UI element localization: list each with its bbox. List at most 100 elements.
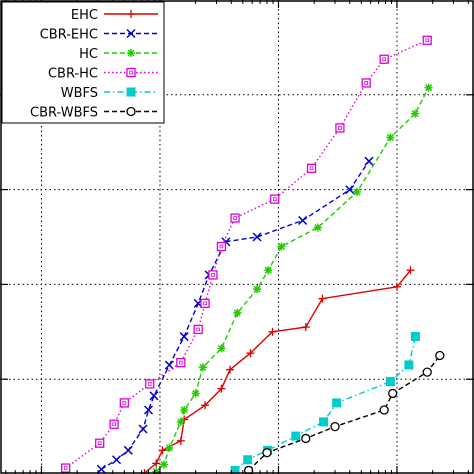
data-point — [198, 363, 207, 372]
data-point — [145, 379, 155, 389]
data-point — [165, 443, 174, 452]
data-point — [318, 294, 327, 303]
legend-label: CBR-WBFS — [30, 106, 98, 121]
legend-entry: HC — [79, 47, 158, 62]
data-point — [253, 285, 262, 294]
data-point — [109, 419, 119, 429]
data-point — [176, 436, 185, 445]
data-point — [424, 83, 433, 92]
data-point — [264, 266, 273, 275]
data-point — [388, 388, 398, 399]
legend-label: EHC — [71, 8, 98, 23]
legend-entry: CBR-WBFS — [30, 106, 158, 121]
data-point — [262, 448, 272, 458]
data-point — [164, 360, 174, 370]
data-point — [335, 123, 345, 133]
series-ehc — [140, 266, 415, 474]
data-point — [216, 241, 227, 252]
legend-entry: CBR-EHC — [40, 28, 158, 43]
legend-marker — [127, 49, 135, 57]
legend-entry: WBFS — [61, 86, 158, 101]
data-point — [298, 215, 308, 225]
series-line — [234, 336, 417, 471]
data-point — [277, 242, 286, 251]
data-point — [201, 401, 210, 410]
data-point — [353, 187, 362, 196]
data-point — [385, 377, 395, 387]
data-point — [233, 308, 242, 317]
legend-box — [1, 1, 165, 124]
data-point — [123, 445, 133, 455]
legend-label: HC — [79, 47, 98, 62]
legend-marker — [126, 106, 136, 117]
legend-marker — [126, 67, 136, 78]
data-point — [217, 344, 226, 353]
data-point — [176, 357, 186, 368]
data-point — [422, 35, 432, 45]
data-point — [406, 266, 415, 275]
data-point — [404, 360, 414, 370]
data-point — [422, 367, 432, 377]
data-point — [200, 298, 210, 309]
data-point — [193, 324, 203, 335]
data-point — [252, 232, 262, 242]
data-point — [230, 213, 240, 223]
data-point — [96, 464, 106, 474]
legend-label: CBR-EHC — [40, 28, 98, 43]
legend-label: CBR-HC — [48, 67, 98, 82]
data-point — [176, 417, 185, 426]
series-line — [248, 355, 441, 471]
data-point — [143, 405, 154, 415]
data-point — [270, 194, 280, 204]
data-point — [392, 282, 401, 291]
data-point — [291, 431, 301, 441]
legend-marker — [126, 87, 136, 97]
series-line — [155, 87, 430, 473]
legend-entry: EHC — [71, 8, 158, 23]
data-point — [138, 424, 148, 434]
series-cbr-wbfs — [243, 350, 445, 474]
data-point — [330, 421, 340, 432]
series-cbr-hc — [61, 35, 432, 473]
legend-marker — [127, 10, 135, 18]
data-point — [243, 455, 253, 465]
data-point — [159, 460, 168, 469]
data-point — [306, 163, 317, 173]
legend-label: WBFS — [61, 86, 98, 101]
data-point — [379, 54, 389, 64]
data-point — [319, 417, 329, 427]
legend-marker — [126, 28, 136, 39]
data-point — [268, 327, 277, 336]
data-point — [301, 323, 310, 332]
data-point — [95, 438, 105, 448]
data-point — [179, 332, 189, 342]
data-point — [246, 349, 255, 358]
data-point — [149, 391, 159, 401]
legend-entry: CBR-HC — [48, 67, 158, 82]
data-point — [61, 463, 71, 473]
series-layer — [61, 35, 445, 474]
data-point — [386, 133, 395, 142]
data-point — [208, 270, 218, 280]
data-point — [180, 406, 189, 415]
data-point — [112, 455, 122, 465]
data-point — [345, 185, 355, 195]
data-point — [226, 365, 235, 374]
data-point — [361, 78, 371, 88]
data-point — [152, 459, 161, 468]
series-hc — [152, 83, 433, 474]
legend: EHC CBR-EHC HC CBR-HC WBFS CBR-WBFS — [1, 1, 165, 124]
data-point — [332, 398, 342, 408]
data-point — [313, 223, 322, 232]
data-point — [410, 332, 420, 342]
data-point — [411, 109, 420, 118]
series-line — [144, 269, 412, 474]
data-point — [158, 446, 167, 455]
data-point — [191, 389, 200, 398]
data-point — [364, 156, 374, 166]
data-point — [217, 384, 226, 393]
data-point — [435, 350, 445, 361]
data-point — [379, 405, 389, 415]
